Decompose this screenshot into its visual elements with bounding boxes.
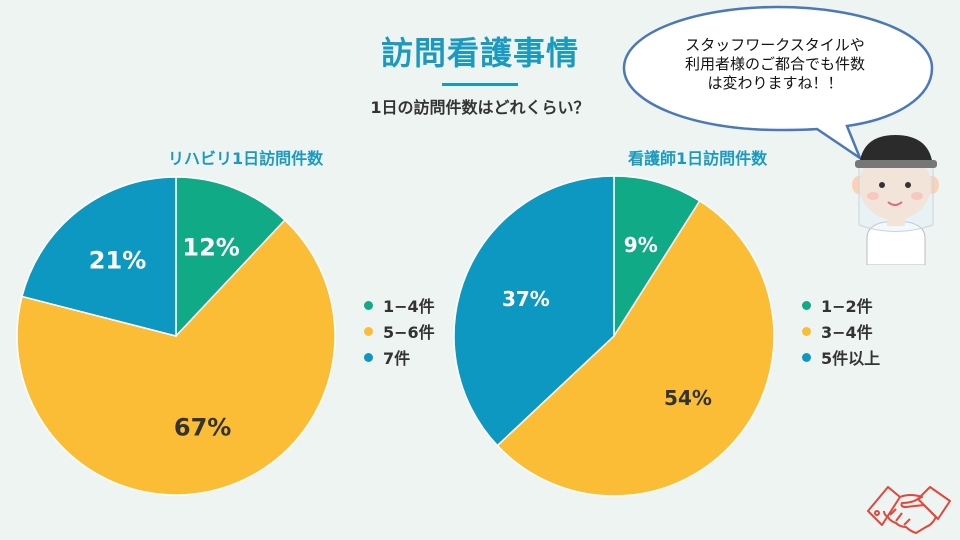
legend-item: 1−2件	[802, 292, 880, 318]
bubble-line: は変わりますね！！	[707, 74, 843, 92]
legend-nurse: 1−2件 3−4件 5件以上	[802, 292, 880, 370]
legend-item: 7件	[364, 344, 435, 370]
page-title: 訪問看護事情	[380, 34, 579, 72]
legend-dot-blue	[802, 352, 811, 362]
speech-bubble	[622, 5, 934, 162]
legend-rehab: 1−4件 5−6件 7件	[364, 292, 435, 370]
legend-label: 3−4件	[821, 323, 873, 342]
legend-label: 1−2件	[821, 297, 873, 316]
legend-dot-yellow	[802, 326, 811, 336]
handshake-icon	[867, 486, 951, 534]
nurse-illustration	[852, 135, 939, 265]
pie-slice-2	[496, 199, 775, 497]
pie-data-label: 37%	[502, 287, 550, 311]
legend-label: 7件	[383, 349, 411, 368]
legend-label: 5−6件	[383, 323, 435, 342]
speech-bubble-text: スタッフワークスタイルや 利用者様のご都合でも件数 は変わりますね！！	[640, 36, 910, 93]
legend-item: 1−4件	[364, 292, 435, 318]
legend-item: 5−6件	[364, 318, 435, 344]
bubble-line: スタッフワークスタイルや	[685, 36, 865, 54]
pie-data-label: 21%	[89, 247, 146, 275]
pie-chart-rehab: 12% 67% 21%	[16, 176, 336, 496]
chart-title-rehab: リハビリ1日訪問件数	[168, 149, 324, 168]
legend-dot-blue	[364, 352, 373, 362]
pie-chart-nurse: 9% 54% 37%	[453, 175, 775, 497]
pie-slice-3	[21, 176, 177, 337]
legend-label: 5件以上	[821, 349, 881, 368]
pie-slice-1	[613, 175, 701, 339]
legend-dot-green	[802, 300, 811, 310]
bubble-line: 利用者様のご都合でも件数	[684, 55, 865, 73]
pie-slice-2	[16, 219, 336, 496]
pie-slice-3	[453, 175, 615, 447]
pie-slice-1	[175, 176, 286, 338]
chart-title-nurse: 看護師1日訪問件数	[628, 149, 768, 168]
legend-item: 3−4件	[802, 318, 880, 344]
pie-data-label: 12%	[182, 233, 239, 261]
page-subtitle: 1日の訪問件数はどれくらい？	[370, 98, 590, 117]
title-divider	[442, 83, 518, 86]
pie-data-label: 54%	[664, 386, 712, 410]
legend-label: 1−4件	[383, 297, 435, 316]
pie-data-label: 9%	[624, 233, 658, 257]
legend-dot-green	[364, 300, 373, 310]
pie-data-label: 67%	[174, 414, 231, 442]
legend-dot-yellow	[364, 326, 373, 336]
legend-item: 5件以上	[802, 344, 880, 370]
